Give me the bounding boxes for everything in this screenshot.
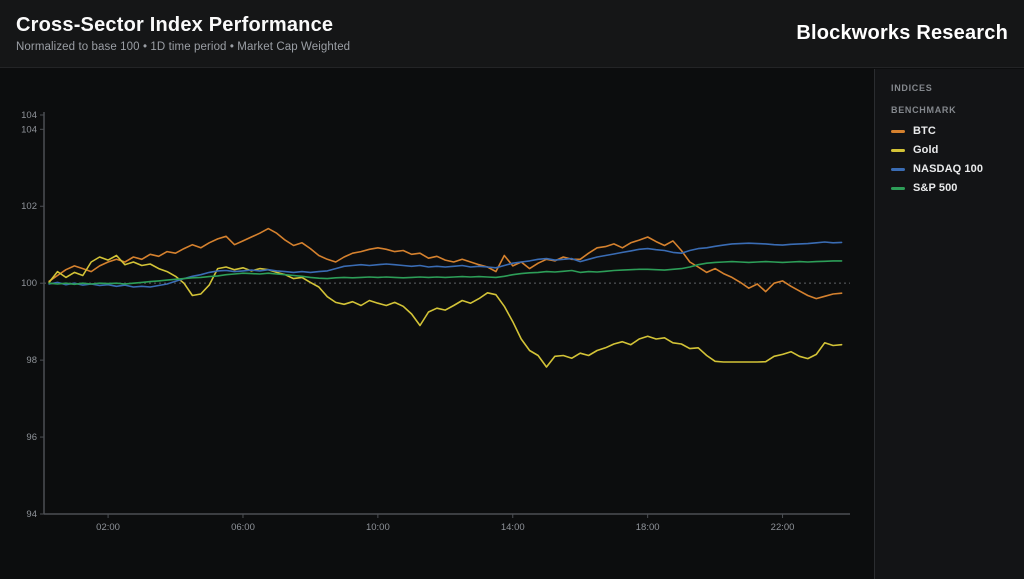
y-axis-tick-label: 104: [21, 124, 37, 135]
legend-item-label: S&P 500: [913, 182, 958, 194]
y-axis-tick-label: 100: [21, 278, 37, 289]
y-axis-tick-label: 102: [21, 201, 37, 212]
y-axis-domain-max-label: 104: [21, 110, 37, 121]
performance-chart[interactable]: 94 96 98 100 102 104 104 02:00 06:00 10:00 14:00 18…: [0, 69, 874, 579]
y-axis-tick-label: 94: [26, 509, 37, 520]
legend-color-swatch: [891, 186, 905, 190]
chart-area: 94 96 98 100 102 104 104 02:00 06:00 10:00 14:00 18…: [0, 69, 874, 579]
legend-item-label: NASDAQ 100: [913, 163, 984, 175]
x-axis-tick-label: 10:00: [366, 522, 390, 533]
x-axis-tick-label: 22:00: [771, 522, 795, 533]
x-axis-tick-label: 06:00: [231, 522, 255, 533]
legend-item-gold[interactable]: Gold: [891, 144, 1016, 156]
page-title: Cross-Sector Index Performance: [16, 14, 334, 36]
x-axis-tick-label: 02:00: [96, 522, 120, 533]
legend-item-label: BTC: [913, 125, 936, 137]
legend-item-label: Gold: [913, 144, 939, 156]
series-line-s-p-500[interactable]: [48, 260, 843, 286]
series-line-gold[interactable]: [48, 254, 843, 368]
y-axis-tick-label: 98: [26, 355, 37, 366]
page-subtitle: Normalized to base 100 • 1D time period …: [16, 41, 351, 53]
x-axis-tick-label: 14:00: [501, 522, 525, 533]
y-axis-tick-label: 96: [26, 432, 37, 443]
legend-list: BTC Gold NASDAQ 100 S&P 500: [891, 125, 1016, 194]
brand-logo: Blockworks Research: [796, 22, 1008, 44]
legend-item-btc[interactable]: BTC: [891, 125, 1016, 137]
indices-label: INDICES: [891, 83, 933, 93]
legend-item-nasdaq-100[interactable]: NASDAQ 100: [891, 163, 1016, 175]
legend-color-swatch: [891, 129, 905, 133]
legend-color-swatch: [891, 148, 905, 152]
legend-color-swatch: [891, 167, 905, 171]
series-line-btc[interactable]: [48, 227, 843, 300]
x-axis-tick-label: 18:00: [636, 522, 660, 533]
legend-panel: INDICES BENCHMARK BTC Gold NASDAQ 100 S&P 5…: [874, 69, 1024, 579]
legend-item-s-p-500[interactable]: S&P 500: [891, 182, 1016, 194]
header-title-block: Cross-Sector Index Performance Normalize…: [16, 14, 350, 53]
benchmark-label: BENCHMARK: [891, 105, 957, 115]
header: Cross-Sector Index Performance Normalize…: [0, 0, 1024, 68]
